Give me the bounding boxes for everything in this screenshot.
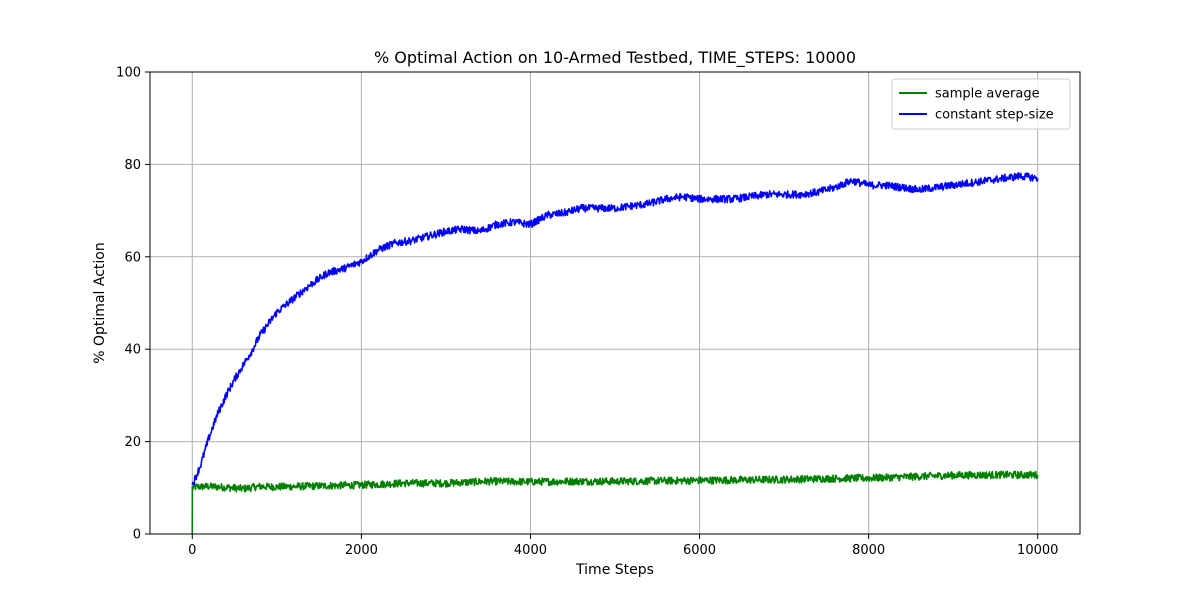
series-line-1 — [191, 172, 1039, 486]
legend-box — [891, 78, 1071, 130]
y-tick-label: 80 — [124, 158, 141, 173]
x-tick-label: 6000 — [683, 543, 716, 558]
y-tick-label: 40 — [124, 343, 141, 358]
ticks: 0 2000 4000 6000 8000 10000 0 20 40 60 80 100 — [116, 66, 1058, 559]
x-tick-label: 0 — [188, 543, 196, 558]
legend-entry-label: constant step-size — [935, 108, 1054, 123]
x-axis-label: Time Steps — [575, 562, 654, 578]
series-line-0 — [191, 470, 1039, 535]
y-tick-label: 60 — [124, 250, 141, 265]
y-tick-label: 0 — [133, 528, 141, 543]
legend-entry-label: sample average — [935, 87, 1040, 102]
y-tick-label: 100 — [116, 66, 141, 81]
series-group — [191, 172, 1039, 535]
x-tick-label: 4000 — [514, 543, 547, 558]
x-tick-label: 8000 — [852, 543, 885, 558]
legend: sample average constant step-size — [891, 78, 1071, 130]
y-tick-label: 20 — [124, 435, 141, 450]
x-tick-label: 2000 — [345, 543, 378, 558]
x-tick-label: 10000 — [1017, 543, 1058, 558]
plot-area-frame — [149, 71, 1081, 535]
chart-title: % Optimal Action on 10-Armed Testbed, TI… — [374, 48, 856, 68]
y-axis-label: % Optimal Action — [92, 242, 108, 363]
